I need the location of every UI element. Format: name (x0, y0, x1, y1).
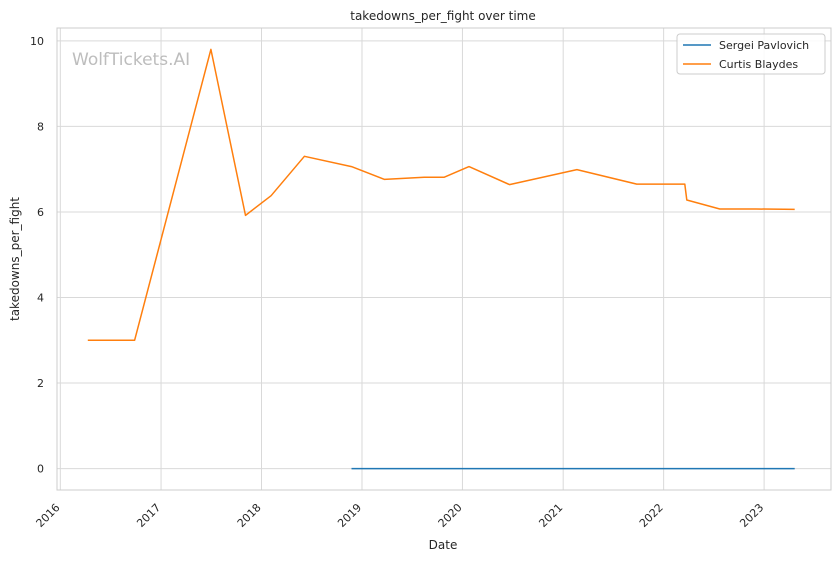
y-tick-label: 6 (37, 206, 44, 219)
y-tick-label: 0 (37, 463, 44, 476)
chart-title: takedowns_per_fight over time (350, 9, 536, 23)
legend-items: Sergei Pavlovich Curtis Blaydes (683, 39, 809, 71)
legend: Sergei Pavlovich Curtis Blaydes (676, 33, 826, 75)
y-tick-label: 2 (37, 377, 44, 390)
legend-box (676, 33, 826, 75)
series-layer (87, 48, 795, 470)
y-tick-label: 10 (30, 35, 44, 48)
y-axis-label: takedowns_per_fight (8, 197, 22, 321)
y-tick-labels: 0 2 4 6 8 10 (30, 35, 44, 476)
watermark-text: WolfTickets.AI (72, 50, 190, 70)
plot-frame (56, 27, 832, 491)
y-tick-label: 4 (37, 292, 44, 305)
y-tick-label: 8 (37, 120, 44, 133)
legend-label: Curtis Blaydes (719, 58, 798, 71)
x-axis-label: Date (429, 538, 458, 552)
legend-label: Sergei Pavlovich (719, 39, 809, 52)
series-line-1 (87, 48, 795, 342)
